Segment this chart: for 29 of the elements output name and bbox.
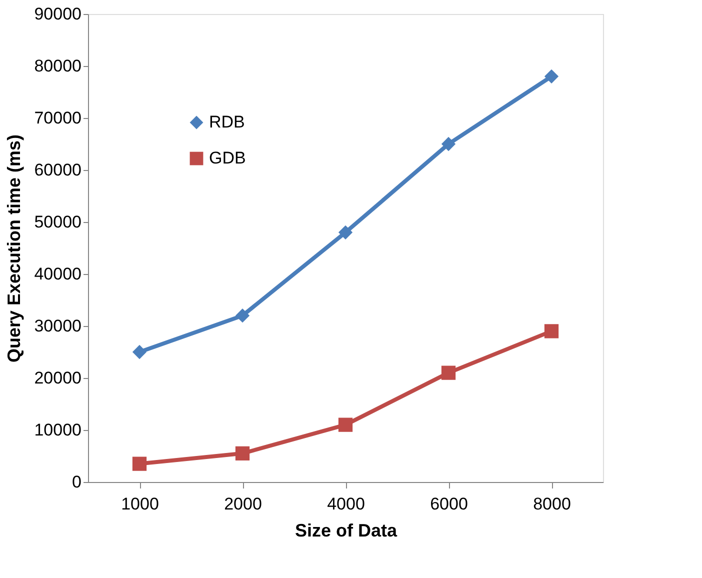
point: [132, 344, 147, 360]
legend-label: GDB: [209, 148, 246, 168]
point: [544, 69, 559, 84]
x-tick-label: 1000: [121, 494, 159, 514]
y-axis-title: Query Execution time (ms): [4, 134, 24, 363]
x-tick-label: 2000: [224, 494, 262, 514]
x-tick-label: 8000: [533, 494, 571, 514]
y-tick-label: 80000: [34, 56, 82, 76]
point: [441, 366, 456, 380]
point: [132, 456, 147, 471]
y-tick-label: 10000: [34, 420, 82, 440]
point: [338, 225, 353, 240]
x-tick-label: 4000: [327, 494, 365, 514]
y-tick-label: 0: [72, 472, 82, 492]
point: [544, 324, 559, 338]
point: [235, 308, 250, 323]
y-tick-label: 60000: [34, 160, 82, 180]
y-tick-label: 40000: [34, 264, 82, 284]
y-tick-label: 90000: [34, 4, 82, 24]
y-tick-label: 20000: [34, 368, 82, 388]
x-axis-title: Size of Data: [294, 520, 398, 540]
point: [441, 136, 456, 152]
y-tick-label: 30000: [34, 316, 82, 336]
point: [235, 446, 250, 460]
point: [338, 418, 353, 432]
y-tick-label: 70000: [34, 108, 82, 128]
y-tick-label: 50000: [34, 212, 82, 232]
legend-label: RDB: [209, 112, 245, 132]
x-tick-label: 6000: [430, 494, 468, 514]
